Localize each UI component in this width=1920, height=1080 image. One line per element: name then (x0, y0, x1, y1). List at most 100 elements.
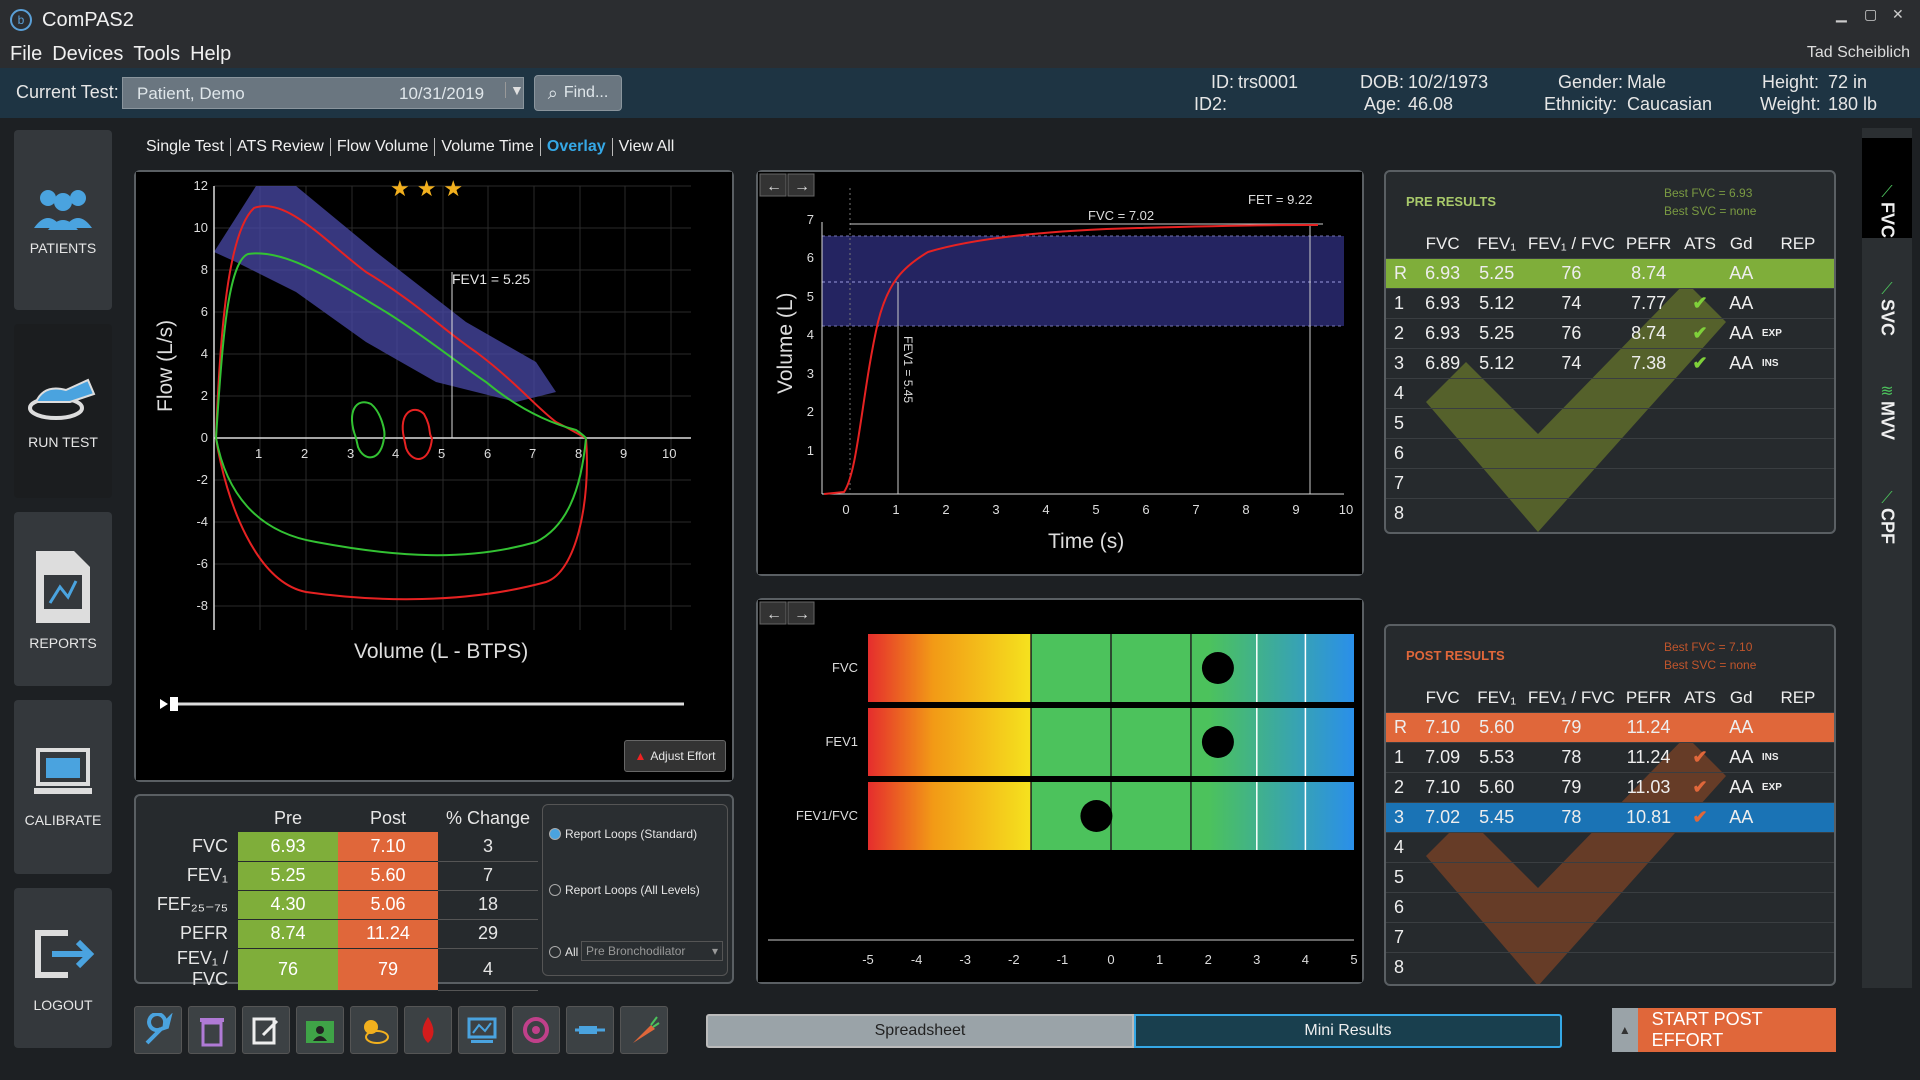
sidebar-item-run-test[interactable]: RUN TEST (14, 324, 112, 498)
zscore-row-label: FEV1/FVC (796, 808, 858, 823)
sidebar-item-reports[interactable]: REPORTS (14, 512, 112, 686)
maximize-icon[interactable]: ▢ (1864, 6, 1878, 22)
pre-cell-ats: ✔ (1692, 352, 1708, 373)
post-result-row[interactable]: R 7.10 5.60 79 11.24 AA (1386, 712, 1834, 742)
sidebar-item-logout[interactable]: LOGOUT (14, 888, 112, 1048)
vt-x-tick: 2 (942, 502, 949, 517)
post-result-row[interactable]: 8 (1386, 952, 1834, 982)
vt-x-tick: 9 (1292, 502, 1299, 517)
post-result-row[interactable]: 1 7.09 5.53 78 11.24 ✔ AA INS (1386, 742, 1834, 772)
tab-fvc[interactable]: ⟋ FVC (1862, 138, 1912, 238)
patient-gender: Male (1627, 72, 1667, 92)
inhaler-button[interactable] (566, 1006, 614, 1054)
summary-change-value: 7 (438, 861, 538, 891)
patient-folder-button[interactable] (296, 1006, 344, 1054)
spreadsheet-button[interactable]: Spreadsheet (706, 1014, 1134, 1048)
bronchodilator-select[interactable]: Pre Bronchodilator ▾ (581, 941, 723, 961)
post-cell-ratio: 78 (1561, 746, 1582, 767)
sidebar-item-calibrate[interactable]: CALIBRATE (14, 700, 112, 874)
pre-result-row[interactable]: 4 (1386, 378, 1834, 408)
post-cell-fev1 (1468, 922, 1525, 952)
patient-gender-label: Gender: (1558, 72, 1624, 92)
zs-next-arrow[interactable] (787, 601, 815, 625)
start-post-effort-button[interactable]: ▲ START POST EFFORT (1612, 1008, 1836, 1052)
tab-svc[interactable]: ⟋ SVC (1862, 246, 1912, 336)
current-test-patient: Patient, Demo (137, 84, 245, 103)
pre-cell-n: 8 (1394, 502, 1405, 523)
zscore-low-band (868, 634, 1032, 702)
post-result-row[interactable]: 6 (1386, 892, 1834, 922)
pre-result-row[interactable]: 5 (1386, 408, 1834, 438)
vt-next-arrow[interactable] (787, 173, 815, 197)
pre-result-row[interactable]: 6 (1386, 438, 1834, 468)
current-test-dropdown[interactable]: Patient, Demo 10/31/2019 ▼ (122, 77, 524, 109)
menu-file[interactable]: File (10, 42, 43, 65)
close-icon[interactable]: ✕ (1892, 6, 1904, 22)
left-arrow-icon: ← (766, 178, 782, 195)
vt-prev-arrow[interactable] (759, 173, 787, 197)
fv-x-tick: 5 (438, 446, 445, 461)
post-header-cell: FEV₁ / FVC (1527, 687, 1615, 707)
pre-result-row[interactable]: 7 (1386, 468, 1834, 498)
expand-up-icon[interactable]: ▲ (1612, 1008, 1638, 1052)
cpf-icon: ⟋ (1881, 490, 1893, 507)
pre-result-row[interactable]: 3 6.89 5.12 74 7.38 ✔ AA INS (1386, 348, 1834, 378)
bronchodilator-select-value: Pre Bronchodilator (586, 944, 686, 958)
delete-button[interactable] (188, 1006, 236, 1054)
zscore-low-band (868, 782, 1032, 850)
menu-tools[interactable]: Tools (133, 42, 181, 65)
slider-handle[interactable] (170, 697, 178, 711)
tab-overlay[interactable]: Overlay (541, 138, 613, 156)
tab-single-test[interactable]: Single Test (140, 138, 231, 156)
post-cell-fvc (1417, 892, 1468, 922)
tab-cpf[interactable]: ⟋ CPF (1862, 454, 1912, 544)
menu-help[interactable]: Help (190, 42, 232, 65)
post-result-row[interactable]: 3 7.02 5.45 78 10.81 ✔ AA (1386, 802, 1834, 832)
pre-header-cell: ATS (1684, 233, 1716, 253)
post-result-row[interactable]: 4 (1386, 832, 1834, 862)
tab-flow-volume[interactable]: Flow Volume (331, 138, 436, 156)
menu-bar: File Devices Tools Help Tad Scheiblich (0, 40, 1920, 68)
blood-button[interactable] (404, 1006, 452, 1054)
pre-cell-ats (1679, 438, 1720, 468)
post-cell-gd: AA (1729, 776, 1754, 797)
post-result-row[interactable]: 7 (1386, 922, 1834, 952)
tab-ats-review[interactable]: ATS Review (231, 138, 331, 156)
adjust-effort-button[interactable]: ▲ Adjust Effort (624, 740, 726, 772)
report-standard-option[interactable]: Report Loops (Standard) (549, 827, 697, 841)
wrench-button[interactable] (134, 1006, 182, 1054)
pre-header-cell: PEFR (1625, 233, 1672, 253)
pre-result-row[interactable]: R 6.93 5.25 76 8.74 AA (1386, 258, 1834, 288)
post-check-watermark (1426, 736, 1726, 984)
tab-mvv[interactable]: ≋ MVV (1862, 350, 1912, 440)
menu-devices[interactable]: Devices (52, 42, 124, 65)
play-icon[interactable] (160, 699, 168, 709)
sidebar-label-reports: REPORTS (29, 635, 97, 651)
report-all-levels-option[interactable]: Report Loops (All Levels) (549, 883, 700, 897)
post-cell-fvc (1417, 922, 1468, 952)
pre-result-row[interactable]: 8 (1386, 498, 1834, 528)
post-cell-gd (1721, 862, 1762, 892)
post-result-row[interactable]: 2 7.10 5.60 79 11.03 ✔ AA EXP (1386, 772, 1834, 802)
zs-prev-arrow[interactable] (759, 601, 787, 625)
edit-button[interactable] (242, 1006, 290, 1054)
carrot-button[interactable] (620, 1006, 668, 1054)
tab-volume-time[interactable]: Volume Time (435, 138, 541, 156)
zscore-tick: -2 (1008, 952, 1020, 967)
pre-result-row[interactable]: 2 6.93 5.25 76 8.74 ✔ AA EXP (1386, 318, 1834, 348)
pre-result-row[interactable]: 1 6.93 5.12 74 7.77 ✔ AA (1386, 288, 1834, 318)
minimize-icon[interactable]: ▁ (1836, 6, 1847, 22)
report-all-option[interactable]: All (549, 945, 578, 959)
pre-cell-ats (1679, 498, 1720, 528)
find-button[interactable]: ⌕ Find... (534, 75, 622, 111)
post-result-row[interactable]: 5 (1386, 862, 1834, 892)
chevron-down-icon[interactable]: ▼ (505, 82, 524, 98)
monitor-button[interactable] (458, 1006, 506, 1054)
mini-results-button[interactable]: Mini Results (1134, 1014, 1562, 1048)
reset-button[interactable] (512, 1006, 560, 1054)
sidebar-item-patients[interactable]: PATIENTS (14, 130, 112, 310)
summary-change-value: 18 (438, 890, 538, 920)
app-logo-icon: b (10, 9, 32, 31)
environment-button[interactable] (350, 1006, 398, 1054)
tab-view-all[interactable]: View All (618, 138, 675, 155)
